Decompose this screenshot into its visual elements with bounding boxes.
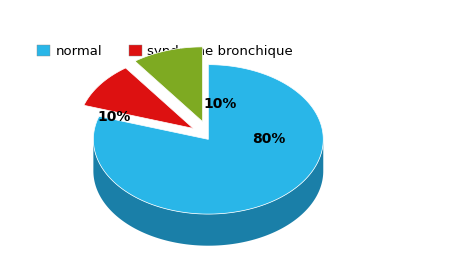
Text: 10%: 10% xyxy=(98,110,131,124)
Polygon shape xyxy=(94,65,323,214)
Text: 10%: 10% xyxy=(203,97,237,111)
Polygon shape xyxy=(135,47,202,121)
Polygon shape xyxy=(94,139,323,246)
Text: 80%: 80% xyxy=(252,132,286,146)
Legend: normal, syndrome bronchique: normal, syndrome bronchique xyxy=(32,39,298,63)
Polygon shape xyxy=(84,68,193,128)
